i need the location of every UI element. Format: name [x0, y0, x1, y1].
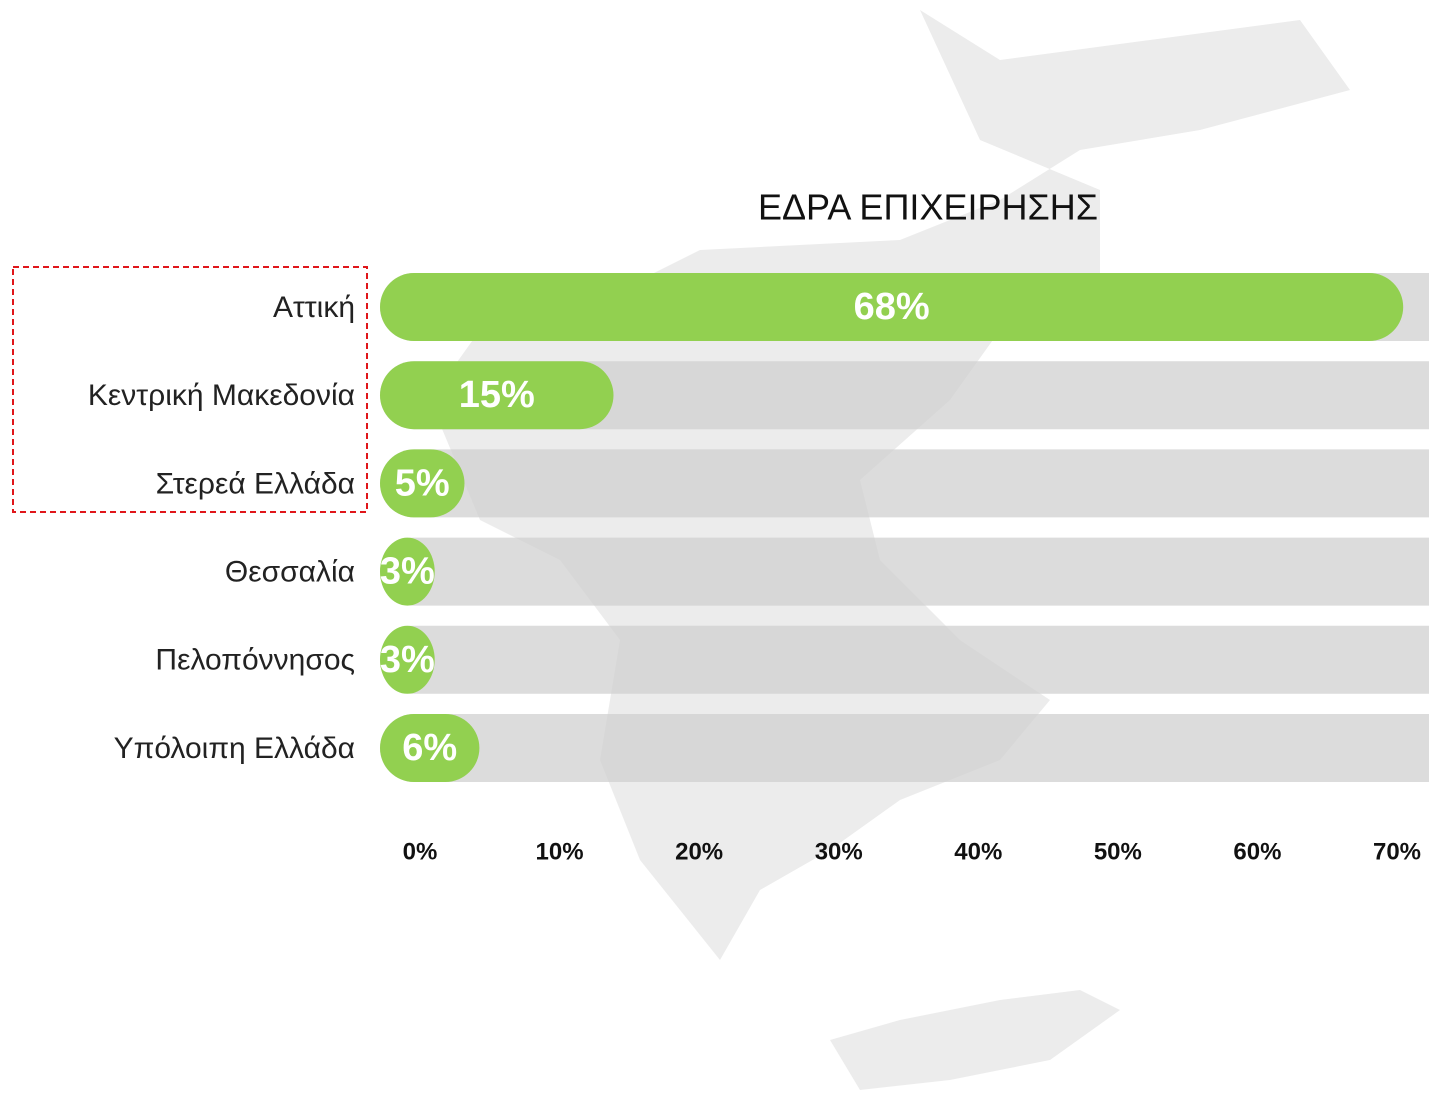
x-tick-label: 40% — [954, 838, 1002, 865]
value-label: 5% — [395, 462, 450, 504]
x-tick-label: 30% — [815, 838, 863, 865]
x-tick-label: 0% — [403, 838, 438, 865]
value-label: 15% — [459, 374, 535, 416]
bar-track — [380, 625, 1429, 694]
bar — [380, 273, 1404, 341]
bar-track — [380, 537, 1429, 606]
value-label: 3% — [380, 639, 435, 681]
bar — [380, 361, 614, 430]
x-tick-label: 60% — [1233, 838, 1281, 865]
y-tick-label: Θεσσαλία — [225, 556, 355, 589]
x-tick-label: 50% — [1094, 838, 1142, 865]
bar — [380, 714, 480, 782]
value-label: 68% — [854, 286, 930, 328]
y-tick-label: Κεντρική Μακεδονία — [88, 379, 355, 412]
chart-title: ΕΔΡΑ ΕΠΙΧΕΙΡΗΣΗΣ — [758, 187, 1098, 228]
x-tick-label: 20% — [675, 838, 723, 865]
value-label: 3% — [380, 551, 435, 593]
bar — [380, 449, 465, 518]
value-label: 6% — [402, 727, 457, 769]
y-tick-label: Αττική — [273, 291, 355, 324]
bar-track — [380, 449, 1429, 518]
y-tick-label: Πελοπόννησος — [155, 644, 355, 677]
y-tick-label: Στερεά Ελλάδα — [156, 467, 355, 500]
bar-track — [380, 361, 1429, 430]
x-tick-label: 10% — [536, 838, 584, 865]
bar-track — [380, 714, 1429, 782]
bar — [380, 625, 435, 694]
highlight-box — [12, 266, 368, 513]
y-tick-label: Υπόλοιπη Ελλάδα — [114, 732, 355, 765]
x-tick-label: 70% — [1373, 838, 1421, 865]
bar — [380, 537, 435, 606]
